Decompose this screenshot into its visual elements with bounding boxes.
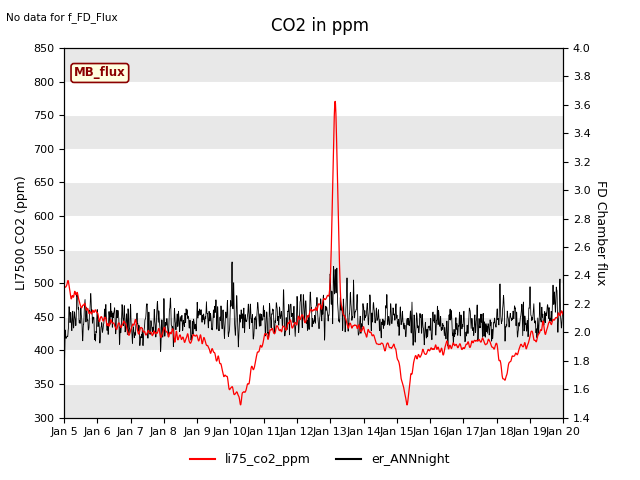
Text: MB_flux: MB_flux	[74, 67, 125, 80]
Text: CO2 in ppm: CO2 in ppm	[271, 17, 369, 35]
Text: No data for f_FD_Flux: No data for f_FD_Flux	[6, 12, 118, 23]
Bar	[64, 48, 563, 82]
Bar	[64, 317, 563, 350]
Bar	[64, 115, 563, 149]
Legend: li75_co2_ppm, er_ANNnight: li75_co2_ppm, er_ANNnight	[186, 448, 454, 471]
Y-axis label: LI7500 CO2 (ppm): LI7500 CO2 (ppm)	[15, 175, 28, 290]
Bar	[64, 182, 563, 216]
Y-axis label: FD Chamber flux: FD Chamber flux	[595, 180, 607, 286]
Bar	[64, 250, 563, 283]
Bar	[64, 384, 563, 418]
